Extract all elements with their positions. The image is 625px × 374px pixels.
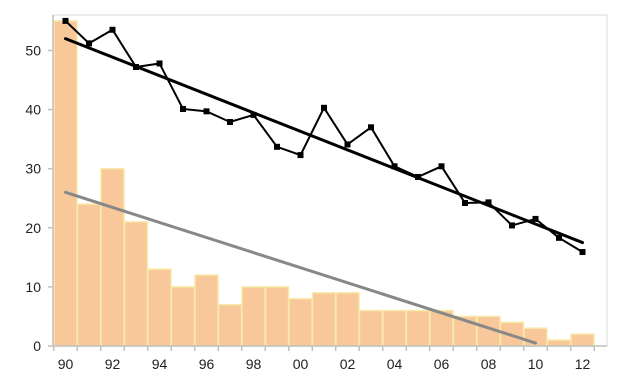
y-tick-label-10: 10 bbox=[25, 279, 41, 295]
point-1992 bbox=[109, 26, 116, 33]
x-tick-label-08: 08 bbox=[481, 356, 497, 372]
x-tick-label-06: 06 bbox=[434, 356, 450, 372]
y-tick-label-30: 30 bbox=[25, 161, 41, 177]
bar-2000 bbox=[288, 297, 313, 347]
point-1998 bbox=[250, 111, 257, 118]
x-tick-label-02: 02 bbox=[340, 356, 356, 372]
x-tick-label-00: 00 bbox=[293, 356, 309, 372]
point-2001 bbox=[321, 104, 327, 111]
bar-2004 bbox=[382, 309, 407, 347]
point-2010 bbox=[532, 215, 539, 222]
point-2008 bbox=[485, 199, 492, 206]
y-tick-label-20: 20 bbox=[25, 220, 41, 236]
bar-1990 bbox=[53, 20, 78, 347]
bar-2011 bbox=[546, 339, 572, 347]
x-tick-label-96: 96 bbox=[199, 356, 215, 372]
point-1999 bbox=[274, 143, 280, 150]
point-1993 bbox=[133, 64, 139, 71]
bar-1994 bbox=[147, 268, 172, 347]
trend-line-1 bbox=[64, 37, 584, 245]
point-1996 bbox=[203, 108, 210, 115]
x-tick-label-94: 94 bbox=[152, 356, 168, 372]
point-1995 bbox=[180, 105, 186, 112]
bar-2003 bbox=[358, 309, 384, 347]
bar-1996 bbox=[194, 274, 219, 347]
x-tick-label-04: 04 bbox=[387, 356, 403, 372]
bar-2005 bbox=[405, 309, 431, 347]
point-2000 bbox=[297, 152, 304, 159]
point-2007 bbox=[462, 199, 468, 206]
bar-1995 bbox=[170, 286, 196, 347]
x-tick-label-98: 98 bbox=[246, 356, 262, 372]
y-tick-label-0: 0 bbox=[33, 338, 41, 354]
bar-1998 bbox=[241, 286, 266, 347]
point-1994 bbox=[156, 60, 163, 67]
point-1991 bbox=[86, 40, 92, 47]
trend-line-2 bbox=[64, 190, 537, 345]
point-2011 bbox=[556, 234, 562, 241]
point-1997 bbox=[227, 118, 233, 125]
x-tick-label-10: 10 bbox=[528, 356, 544, 372]
point-2004 bbox=[391, 163, 398, 170]
y-tick-label-40: 40 bbox=[25, 102, 41, 118]
bar-1993 bbox=[123, 221, 149, 347]
y-tick-label-50: 50 bbox=[25, 42, 41, 58]
point-2003 bbox=[368, 124, 374, 131]
bar-2002 bbox=[335, 292, 360, 347]
x-tick-label-90: 90 bbox=[58, 356, 74, 372]
x-tick-label-92: 92 bbox=[105, 356, 121, 372]
bar-1991 bbox=[76, 203, 102, 347]
point-1990 bbox=[62, 17, 69, 24]
x-tick-label-12: 12 bbox=[575, 356, 591, 372]
bar-1999 bbox=[264, 286, 290, 347]
point-2002 bbox=[344, 141, 351, 148]
bar-1992 bbox=[100, 167, 125, 347]
bar-2001 bbox=[311, 292, 337, 347]
point-2012 bbox=[579, 249, 586, 256]
point-2005 bbox=[415, 173, 421, 180]
point-2006 bbox=[438, 163, 445, 170]
point-2009 bbox=[509, 222, 515, 229]
bar-1997 bbox=[217, 303, 243, 347]
bar-2012 bbox=[570, 333, 595, 347]
